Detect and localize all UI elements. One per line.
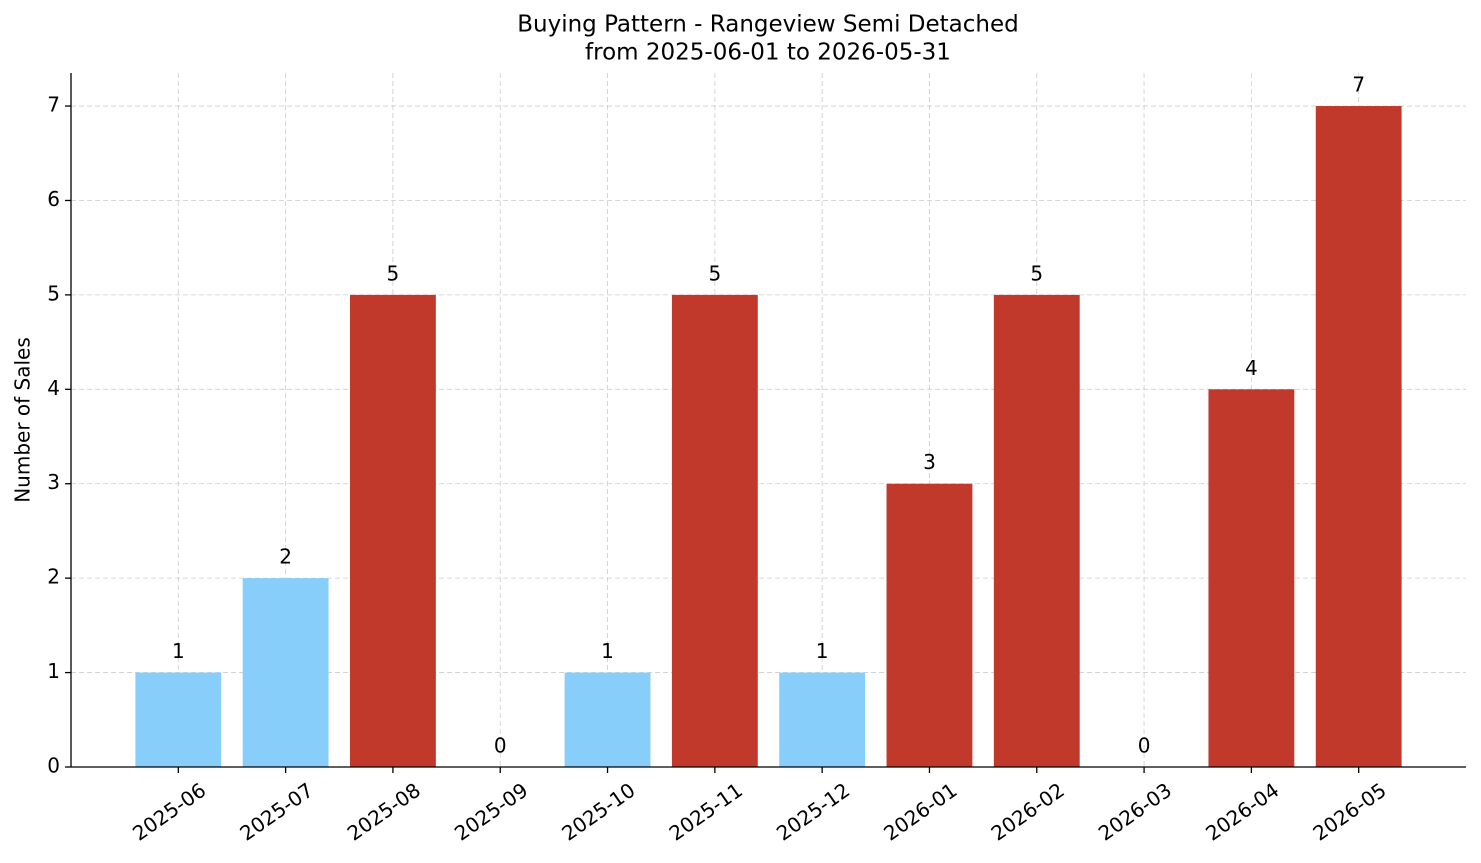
value-label: 1 xyxy=(601,639,614,663)
bar xyxy=(779,672,866,767)
y-tick-label: 0 xyxy=(47,754,60,778)
bar xyxy=(1315,106,1402,768)
value-label: 1 xyxy=(816,639,829,663)
y-tick-label: 5 xyxy=(47,281,60,305)
value-label: 1 xyxy=(172,639,185,663)
y-tick-label: 2 xyxy=(47,565,60,589)
bar xyxy=(886,483,973,767)
x-tick-label: 2025-10 xyxy=(557,778,639,846)
value-label: 3 xyxy=(923,450,936,474)
bar xyxy=(564,672,651,767)
value-label: 0 xyxy=(494,734,507,758)
value-label: 5 xyxy=(1030,261,1043,285)
bar xyxy=(671,294,758,767)
x-tick-label: 2026-05 xyxy=(1308,778,1390,846)
bar xyxy=(242,578,329,767)
x-tick-label: 2025-12 xyxy=(772,778,854,846)
x-tick-label: 2026-01 xyxy=(879,778,961,846)
bar xyxy=(350,294,436,767)
value-label: 4 xyxy=(1245,356,1258,380)
y-tick-label: 7 xyxy=(47,93,60,117)
value-label: 5 xyxy=(387,261,400,285)
y-tick-label: 6 xyxy=(47,187,60,211)
chart-subtitle: from 2025-06-01 to 2026-05-31 xyxy=(585,40,951,66)
x-tick-label: 2025-09 xyxy=(450,778,532,846)
value-label: 5 xyxy=(708,261,721,285)
x-tick-label: 2025-08 xyxy=(343,778,425,846)
y-axis-label: Number of Sales xyxy=(11,337,35,503)
bar xyxy=(135,672,222,767)
bar xyxy=(1208,389,1295,767)
x-tick-label: 2025-07 xyxy=(235,778,317,846)
x-tick-label: 2026-02 xyxy=(987,778,1069,846)
value-label: 7 xyxy=(1352,73,1365,97)
x-tick-label: 2026-03 xyxy=(1094,778,1176,846)
y-tick-label: 4 xyxy=(47,376,60,400)
x-tick-label: 2025-06 xyxy=(128,778,210,846)
value-label: 2 xyxy=(279,545,292,569)
x-tick-label: 2025-11 xyxy=(665,778,747,846)
value-label: 0 xyxy=(1138,734,1151,758)
y-tick-label: 1 xyxy=(47,659,60,683)
chart-title: Buying Pattern - Rangeview Semi Detached xyxy=(517,12,1019,38)
x-tick-label: 2026-04 xyxy=(1201,778,1283,846)
bar xyxy=(993,294,1080,767)
y-tick-label: 3 xyxy=(47,470,60,494)
